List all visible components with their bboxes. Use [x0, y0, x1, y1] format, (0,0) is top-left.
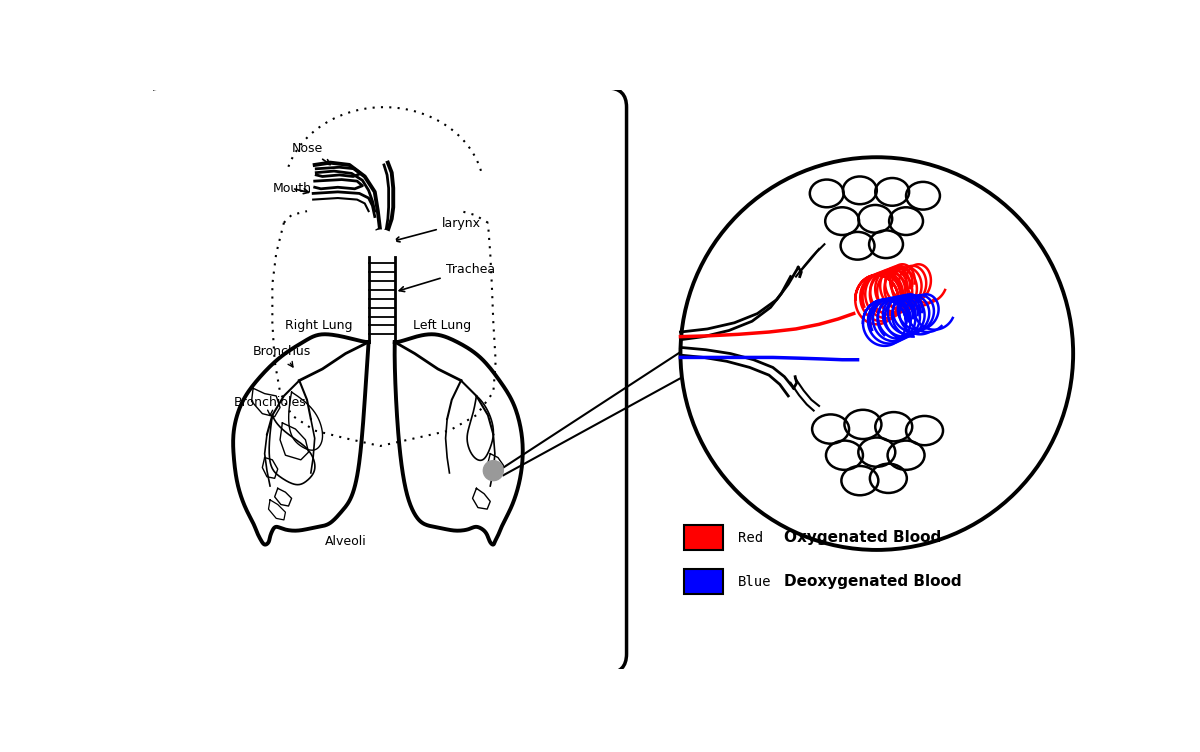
- Text: Trachea: Trachea: [400, 262, 494, 292]
- Circle shape: [368, 231, 395, 257]
- Text: Right Lung: Right Lung: [284, 319, 353, 332]
- FancyBboxPatch shape: [142, 88, 626, 673]
- Text: Red: Red: [738, 531, 763, 544]
- Circle shape: [680, 157, 1073, 550]
- Text: Bronchus: Bronchus: [253, 345, 311, 367]
- Text: Nose: Nose: [292, 142, 330, 165]
- Text: Bronchioles: Bronchioles: [234, 396, 307, 415]
- Text: Oxygenated Blood: Oxygenated Blood: [785, 530, 942, 545]
- Text: Left Lung: Left Lung: [413, 319, 470, 332]
- Text: Blue: Blue: [738, 575, 772, 589]
- Text: larynx: larynx: [395, 217, 481, 242]
- Text: Mouth: Mouth: [272, 182, 311, 195]
- Text: Alveoli: Alveoli: [325, 535, 366, 547]
- Circle shape: [484, 461, 503, 481]
- Text: Deoxygenated Blood: Deoxygenated Blood: [785, 574, 962, 589]
- FancyBboxPatch shape: [684, 569, 722, 594]
- FancyBboxPatch shape: [684, 526, 722, 550]
